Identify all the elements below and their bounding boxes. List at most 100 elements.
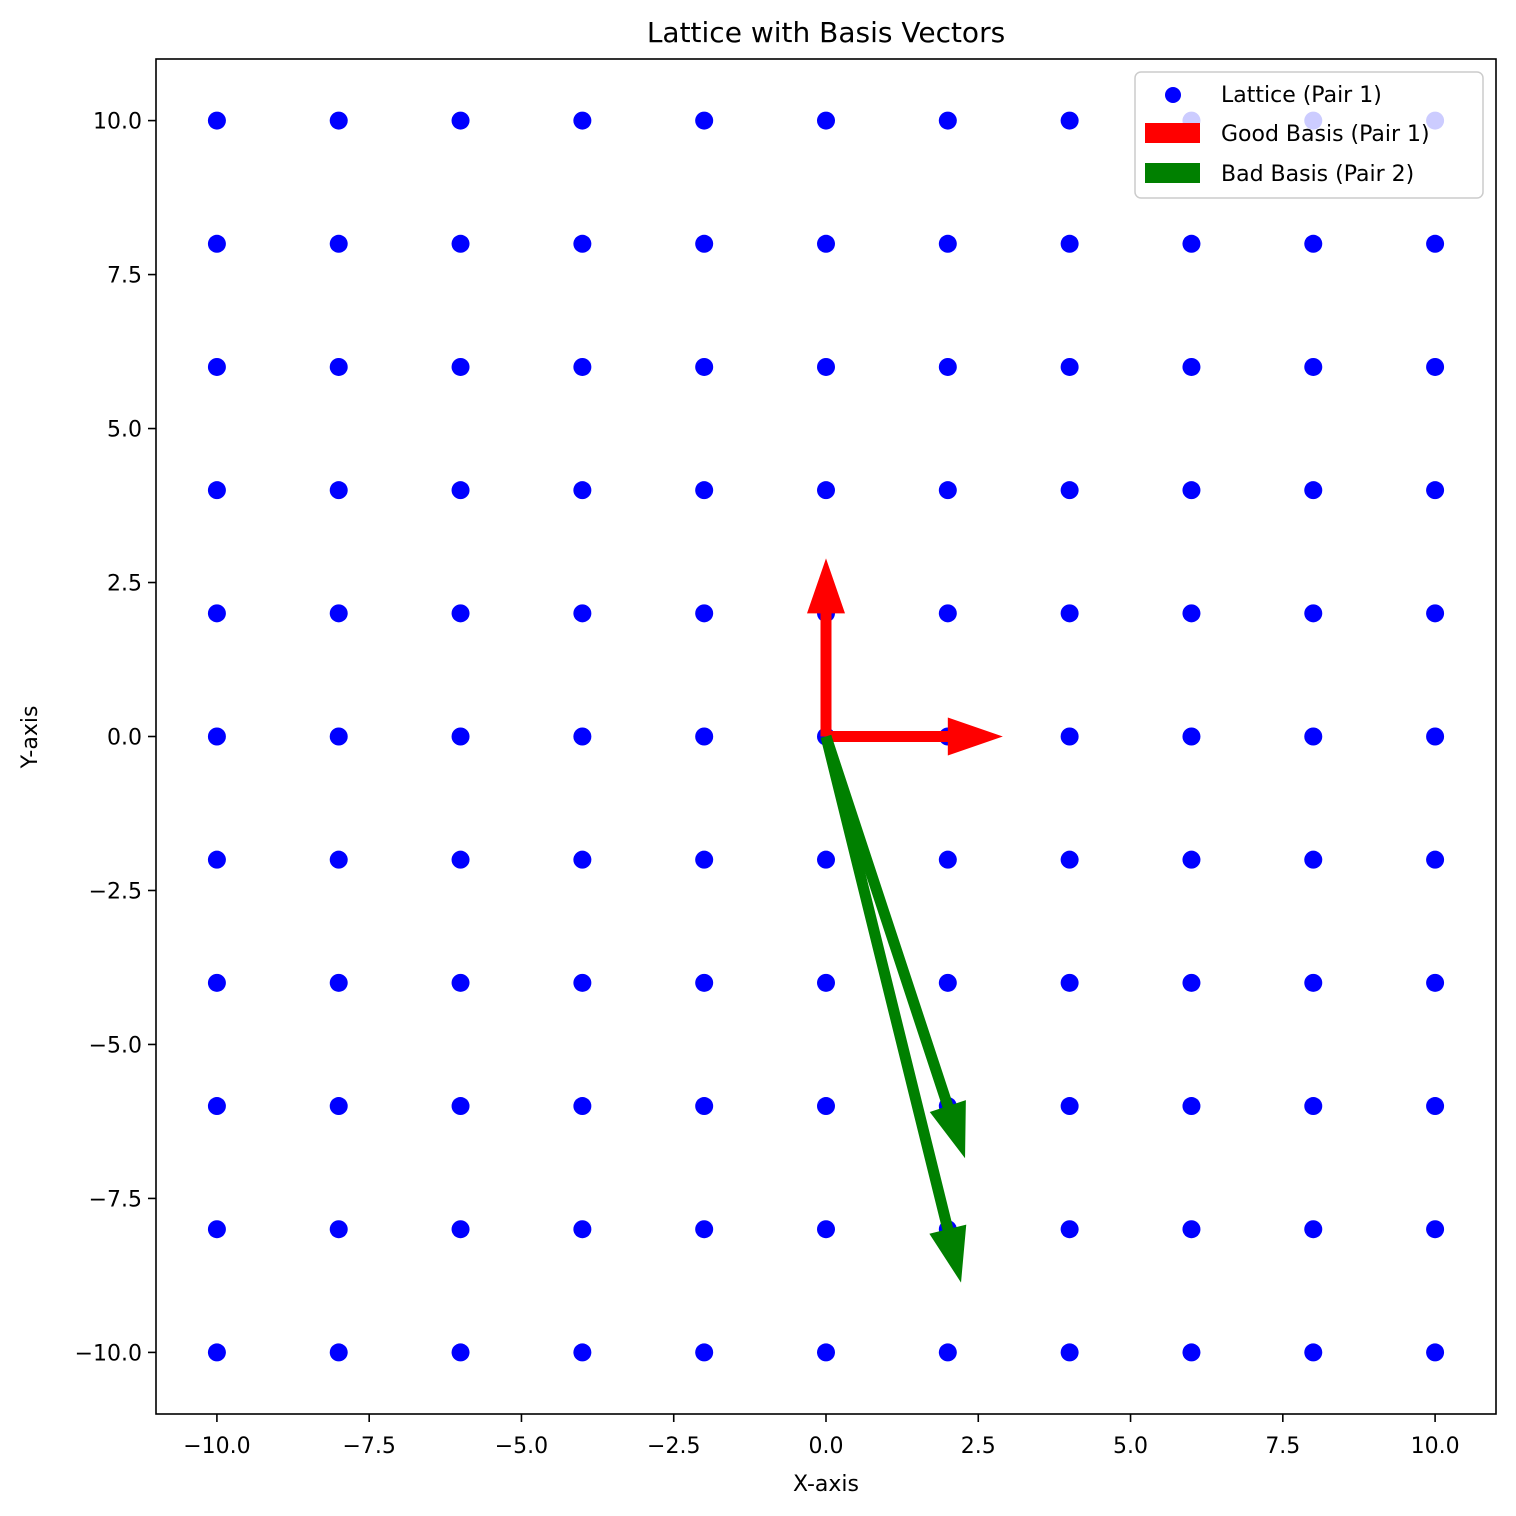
lattice-point	[329, 481, 348, 500]
bad-basis-arrow	[820, 735, 967, 1283]
lattice-point	[817, 1097, 835, 1116]
lattice-point	[573, 1097, 592, 1116]
lattice-point	[451, 111, 470, 130]
lattice-point	[573, 1220, 592, 1239]
lattice-point	[1060, 850, 1079, 869]
lattice-point	[451, 973, 470, 992]
lattice-point	[1426, 234, 1445, 253]
legend: Lattice (Pair 1) Good Basis (Pair 1) Bad…	[1134, 71, 1484, 199]
lattice-point	[1426, 1343, 1445, 1362]
lattice-point	[329, 727, 348, 746]
lattice-point	[451, 850, 470, 869]
lattice-point	[329, 357, 348, 376]
lattice-point	[817, 850, 835, 869]
y-tick-label: −5.0	[89, 1033, 142, 1058]
legend-good-basis-swatch	[1145, 123, 1200, 143]
lattice-point	[451, 1343, 470, 1362]
x-tick-label: −7.5	[342, 1434, 395, 1459]
legend-bad-basis-swatch	[1145, 163, 1200, 183]
lattice-point	[1060, 604, 1079, 623]
lattice-point	[1060, 234, 1079, 253]
lattice-point	[573, 604, 592, 623]
lattice-point	[1426, 1220, 1445, 1239]
lattice-point	[1060, 973, 1079, 992]
lattice-point	[817, 1343, 835, 1362]
lattice-point	[1426, 973, 1445, 992]
lattice-point	[1182, 1220, 1201, 1239]
lattice-point	[1426, 727, 1445, 746]
y-tick-label: 10.0	[93, 110, 142, 135]
lattice-point	[329, 234, 348, 253]
lattice-point	[695, 973, 714, 992]
lattice-point	[817, 481, 835, 500]
lattice-point	[573, 111, 592, 130]
lattice-point	[817, 1220, 835, 1239]
lattice-point	[1304, 727, 1323, 746]
lattice-point	[1182, 234, 1201, 253]
lattice-point	[573, 727, 592, 746]
x-tick-label: −2.5	[647, 1434, 700, 1459]
lattice-point	[329, 973, 348, 992]
lattice-point	[1182, 1097, 1201, 1116]
lattice-point	[451, 604, 470, 623]
y-tick-label: −2.5	[89, 879, 142, 904]
lattice-point	[695, 1097, 714, 1116]
lattice-point	[817, 357, 835, 376]
lattice-point	[207, 357, 226, 376]
lattice-point	[207, 481, 226, 500]
lattice-point	[207, 1220, 226, 1239]
lattice-point	[817, 111, 835, 130]
lattice-point	[1182, 973, 1201, 992]
lattice-point	[1304, 1343, 1323, 1362]
lattice-point	[451, 234, 470, 253]
lattice-point	[573, 850, 592, 869]
lattice-point	[329, 1220, 348, 1239]
lattice-point	[938, 604, 957, 623]
lattice-point	[938, 850, 957, 869]
lattice-point	[938, 357, 957, 376]
lattice-point	[1304, 973, 1323, 992]
lattice-point	[329, 1343, 348, 1362]
x-tick-label: −10.0	[183, 1434, 250, 1459]
lattice-point	[1182, 850, 1201, 869]
basis-vectors	[807, 558, 1003, 1283]
lattice-point	[1060, 481, 1079, 500]
y-tick-label: −10.0	[75, 1341, 142, 1366]
lattice-point	[695, 727, 714, 746]
lattice-point	[1304, 1220, 1323, 1239]
x-axis-label: X-axis	[793, 1472, 859, 1497]
lattice-point	[1304, 850, 1323, 869]
lattice-point	[695, 357, 714, 376]
good-basis-arrow	[826, 717, 1003, 756]
y-tick-label: 0.0	[107, 726, 142, 751]
lattice-point	[938, 111, 957, 130]
lattice-point	[1426, 850, 1445, 869]
legend-lattice-label: Lattice (Pair 1)	[1221, 83, 1382, 108]
lattice-point	[695, 481, 714, 500]
lattice-point	[207, 1097, 226, 1116]
lattice-point	[1304, 357, 1323, 376]
x-tick-label: −5.0	[495, 1434, 548, 1459]
y-tick-label: 5.0	[107, 418, 142, 443]
y-tick-label: 7.5	[107, 264, 142, 289]
lattice-point	[1304, 604, 1323, 623]
chart-title: Lattice with Basis Vectors	[647, 16, 1005, 49]
lattice-point	[1426, 481, 1445, 500]
lattice-point	[573, 1343, 592, 1362]
lattice-point	[207, 973, 226, 992]
lattice-point	[1060, 357, 1079, 376]
x-tick-label: 5.0	[1113, 1434, 1148, 1459]
lattice-point	[1060, 1097, 1079, 1116]
lattice-point	[938, 1343, 957, 1362]
lattice-point	[207, 604, 226, 623]
lattice-point	[1182, 357, 1201, 376]
lattice-point	[695, 1220, 714, 1239]
legend-box	[1134, 71, 1484, 199]
legend-good-basis-label: Good Basis (Pair 1)	[1221, 122, 1430, 147]
lattice-point	[329, 604, 348, 623]
legend-bad-basis-label: Bad Basis (Pair 2)	[1221, 162, 1414, 187]
lattice-point	[573, 481, 592, 500]
lattice-point	[1060, 111, 1079, 130]
